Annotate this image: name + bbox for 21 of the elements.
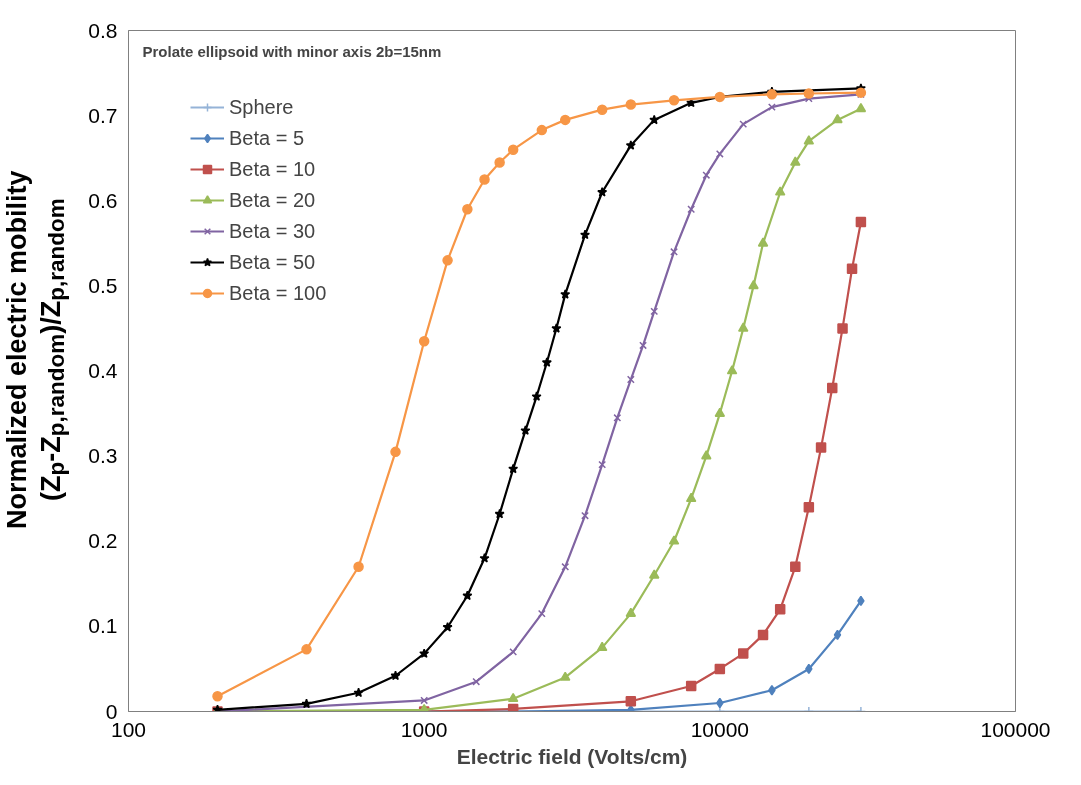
y-tick-label: 0.6 xyxy=(88,188,118,212)
x-tick-label: 10000 xyxy=(690,717,750,741)
x-tick-label: 100000 xyxy=(980,717,1051,741)
x-tick-label: 1000 xyxy=(400,717,448,741)
legend-label: Beta = 5 xyxy=(229,125,305,151)
legend-label: Sphere xyxy=(229,94,294,120)
y-tick-label: 0.3 xyxy=(88,444,118,468)
legend-label: Beta = 50 xyxy=(229,249,316,275)
y-tick-label: 0.5 xyxy=(88,273,118,297)
legend-label: Beta = 10 xyxy=(229,156,316,182)
x-axis-title: Electric field (Volts/cm) xyxy=(456,744,688,768)
y-tick-label: 0 xyxy=(105,699,118,723)
y-tick-label: 0.2 xyxy=(88,529,118,553)
y-tick-label: 0.7 xyxy=(88,103,118,127)
legend-label: Beta = 30 xyxy=(229,218,316,244)
legend-label: Beta = 100 xyxy=(229,280,327,306)
legend-label: Beta = 20 xyxy=(229,187,316,213)
y-tick-label: 0.4 xyxy=(88,359,118,382)
y-tick-label: 0.8 xyxy=(88,18,118,42)
text: Prolate ellipsoid with minor axis 2b=15nm xyxy=(142,42,442,60)
y-tick-label: 0.1 xyxy=(88,614,118,638)
